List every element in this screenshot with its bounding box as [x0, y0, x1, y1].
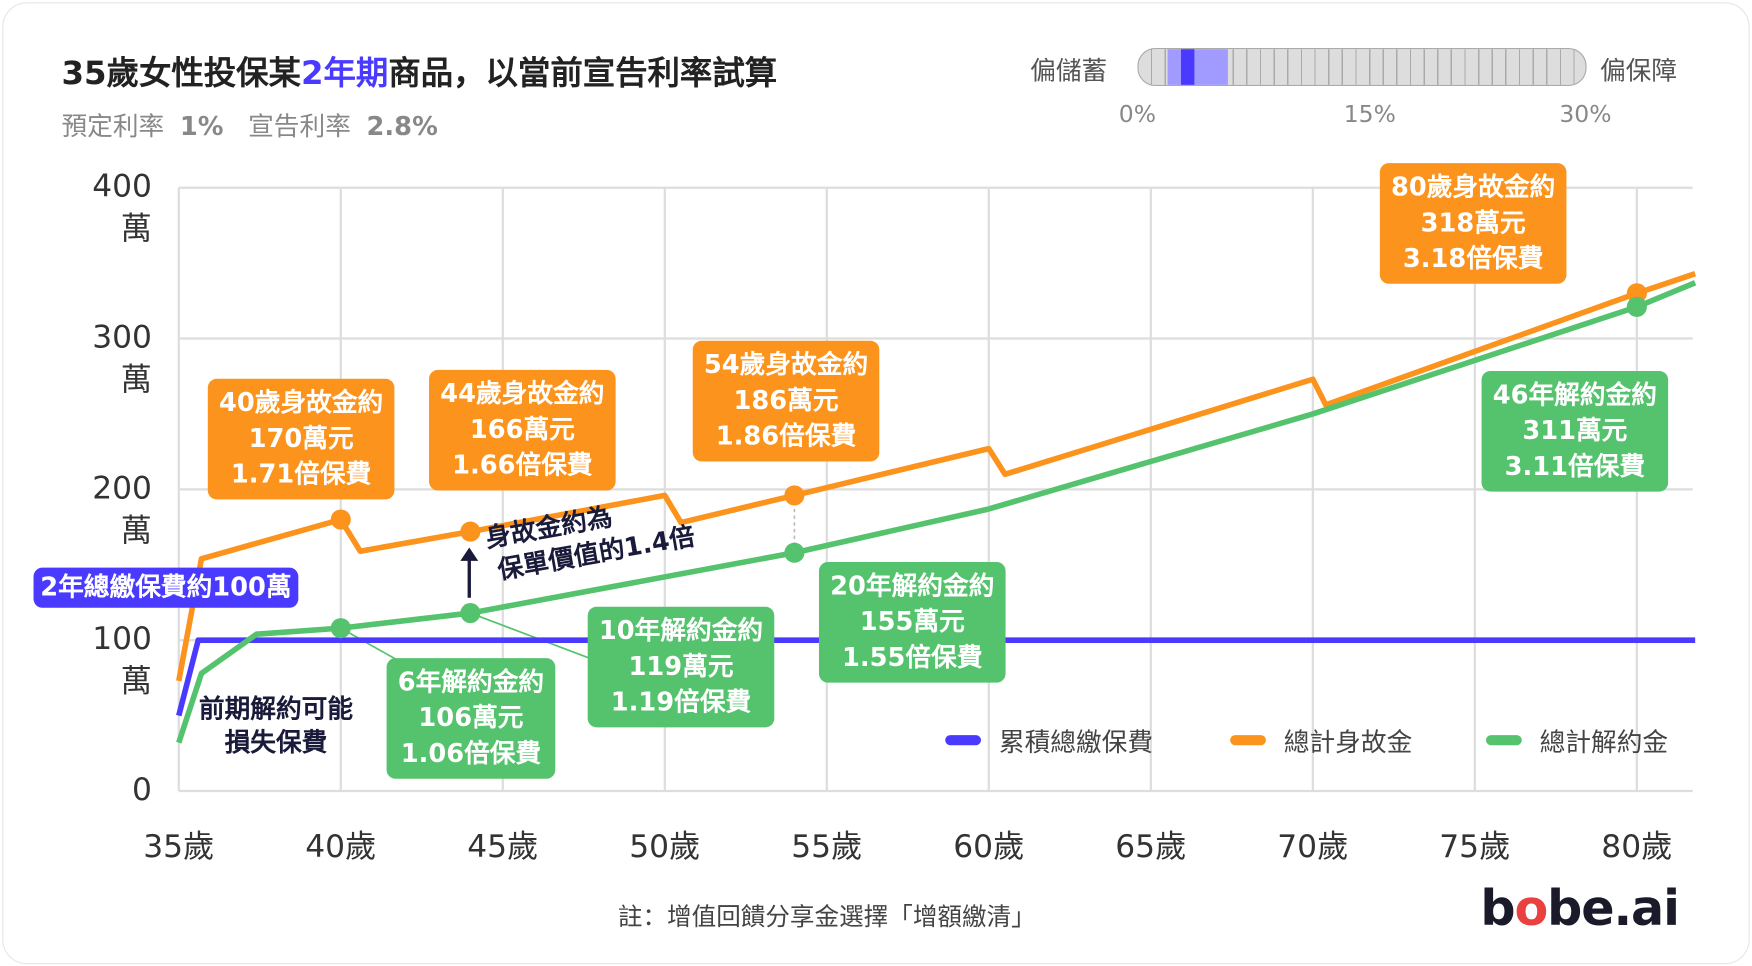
x-tick: 60歲 [953, 827, 1025, 865]
x-tick: 75歲 [1439, 827, 1511, 865]
bobe-logo: bobe.ai [1480, 880, 1680, 938]
death-annotation-80: 80歲身故金約 318萬元 3.18倍保費 [1379, 163, 1567, 284]
death-annotation-44: 44歲身故金約 166萬元 1.66倍保費 [429, 369, 616, 491]
legend-surrender: 總計解約金 [1486, 721, 1668, 759]
x-tick: 45歲 [467, 827, 539, 865]
x-tick: 80歲 [1601, 827, 1673, 865]
surrender-value-line [176, 280, 1697, 744]
death-benefit-marker [460, 521, 481, 542]
y-tick: 100萬 [92, 620, 152, 700]
legend-paid: 累積總繳保費 [945, 721, 1153, 759]
gauge-marker [1180, 49, 1195, 85]
surrender-annotation-6: 6年解約金約 106萬元 1.06倍保費 [386, 658, 556, 779]
surrender-value-marker [784, 542, 805, 563]
chart-title: 35歲女性投保某2年期商品，以當前宣告利率試算 [61, 53, 778, 92]
x-tick: 55歲 [791, 827, 863, 865]
x-tick: 70歲 [1277, 827, 1349, 865]
gauge-left-label: 偏儲蓄 [1030, 56, 1108, 87]
surrender-annotation-46: 46年解約金約 311萬元 3.11倍保費 [1481, 370, 1669, 492]
gauge-tick: 15% [1343, 100, 1396, 128]
leader-line [470, 612, 593, 660]
gauge-band [1167, 49, 1228, 85]
death-benefit-marker [784, 485, 805, 506]
x-tick: 65歲 [1115, 827, 1187, 865]
surrender-value-marker [330, 618, 351, 639]
gauge-right-label: 偏保障 [1599, 56, 1678, 87]
legend-death: 總計身故金 [1230, 721, 1412, 759]
gauge-tick: 30% [1559, 100, 1612, 128]
paid-line [176, 637, 1696, 717]
paid-annotation: 2年總繳保費約100萬 [33, 567, 299, 608]
arrow-head [460, 547, 479, 561]
savings-protection-gauge [1137, 48, 1587, 87]
x-tick: 50歲 [629, 827, 701, 865]
y-tick: 400萬 [92, 167, 152, 247]
surrender-annotation-20: 20年解約金約 155萬元 1.55倍保費 [818, 562, 1006, 683]
y-tick: 0 [132, 770, 152, 808]
surrender-annotation-10: 10年解約金約 119萬元 1.19倍保費 [587, 606, 775, 728]
y-tick: 300萬 [92, 318, 152, 398]
gauge-tick: 0% [1118, 100, 1157, 128]
footnote: 註：增值回饋分享金選擇「增額繳清」 [617, 903, 1036, 932]
death-annotation-40: 40歲身故金約 170萬元 1.71倍保費 [207, 378, 395, 500]
early-surrender-note: 前期解約可能 損失保費 [198, 694, 354, 758]
death-annotation-54: 54歲身故金約 186萬元 1.86倍保費 [692, 340, 880, 462]
surrender-value-marker [1626, 296, 1647, 317]
rate-subtitle: 預定利率 1% 宣告利率 2.8% [61, 112, 438, 142]
y-tick: 200萬 [92, 469, 152, 549]
surrender-value-marker [460, 603, 481, 624]
x-tick: 35歲 [143, 827, 215, 865]
death-benefit-marker [330, 509, 351, 530]
x-tick: 40歲 [305, 827, 377, 865]
